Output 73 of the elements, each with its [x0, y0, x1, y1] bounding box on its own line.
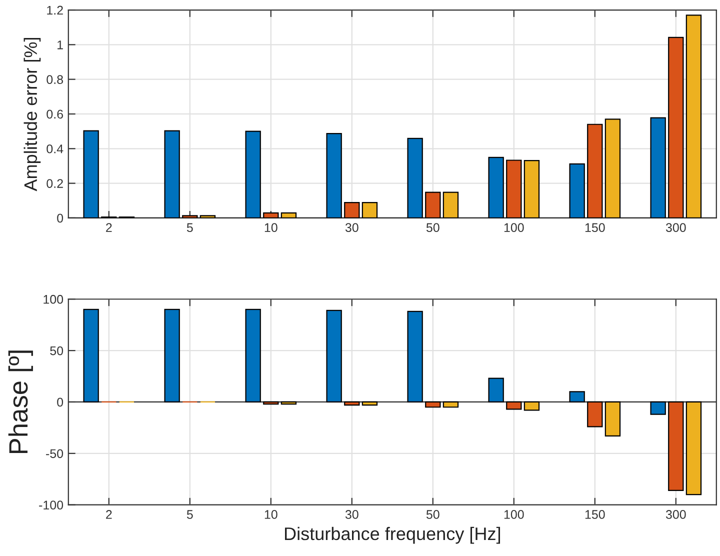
bar	[668, 36, 684, 218]
bar	[506, 160, 522, 218]
bar	[506, 401, 522, 410]
bar	[280, 401, 297, 405]
x-tick-label: 150	[585, 510, 605, 519]
x-tick-label: 150	[585, 223, 605, 232]
bar	[442, 401, 459, 408]
bar	[604, 401, 621, 436]
bar	[524, 160, 540, 218]
bar	[524, 401, 540, 411]
bar	[263, 401, 279, 405]
y-tick-label: 0.6	[46, 110, 63, 119]
bar	[344, 202, 360, 218]
x-tick-label: 300	[666, 510, 686, 519]
x-tick-label: 5	[186, 223, 193, 232]
bar	[587, 124, 603, 218]
bar	[425, 192, 441, 218]
y-tick-label: -50	[46, 449, 64, 458]
x-tick-label: 50	[426, 510, 440, 519]
bar	[686, 401, 702, 496]
bar	[668, 401, 684, 492]
bar	[362, 202, 378, 218]
bar	[587, 401, 603, 428]
bar	[280, 212, 297, 218]
bar	[650, 401, 666, 415]
y-tick-label: 0.2	[46, 179, 63, 188]
bar	[569, 163, 585, 218]
x-tick-label: 100	[504, 510, 524, 519]
x-tick-label: 30	[345, 510, 358, 519]
bar	[83, 308, 99, 403]
y-axis-title: Phase [º]	[8, 350, 33, 454]
bar	[425, 401, 441, 408]
x-tick-label: 2	[106, 510, 112, 519]
bar	[245, 308, 261, 403]
bar	[686, 14, 702, 218]
y-tick-label: 0.8	[46, 75, 63, 84]
y-tick-label: 0.4	[46, 144, 64, 154]
bar	[326, 310, 342, 403]
x-axis-title: Disturbance frequency [Hz]	[285, 526, 500, 544]
bar	[344, 401, 360, 406]
bar	[245, 130, 261, 218]
bar	[488, 378, 504, 403]
bar	[362, 401, 378, 406]
y-tick-label: 0	[57, 214, 64, 223]
x-tick-label: 300	[666, 223, 686, 232]
x-tick-label: 2	[106, 223, 112, 232]
x-tick-label: 5	[186, 510, 193, 519]
bar	[164, 130, 180, 218]
bar	[164, 308, 180, 403]
bar	[263, 212, 279, 218]
bar	[407, 310, 423, 403]
bar	[650, 117, 666, 218]
x-tick-label: 30	[345, 223, 358, 232]
bar	[182, 215, 198, 218]
y-tick-label: 1	[58, 40, 63, 50]
y-tick-label: 100	[44, 294, 64, 304]
bar	[604, 118, 621, 218]
bar	[326, 133, 342, 218]
bar	[83, 130, 99, 218]
x-tick-label: 10	[264, 510, 278, 519]
bar	[200, 215, 216, 218]
x-tick-label: 50	[426, 223, 440, 232]
bar	[569, 391, 585, 403]
y-tick-label: -100	[39, 500, 64, 510]
y-tick-label: 0	[57, 398, 64, 407]
bar	[488, 156, 504, 218]
x-tick-label: 10	[264, 223, 278, 232]
bar	[407, 138, 423, 218]
y-tick-label: 50	[50, 346, 64, 356]
x-tick-label: 100	[504, 223, 524, 232]
y-axis-title: Amplitude error [%]	[24, 38, 41, 192]
bar	[442, 192, 459, 218]
y-tick-label: 1.2	[47, 6, 63, 15]
